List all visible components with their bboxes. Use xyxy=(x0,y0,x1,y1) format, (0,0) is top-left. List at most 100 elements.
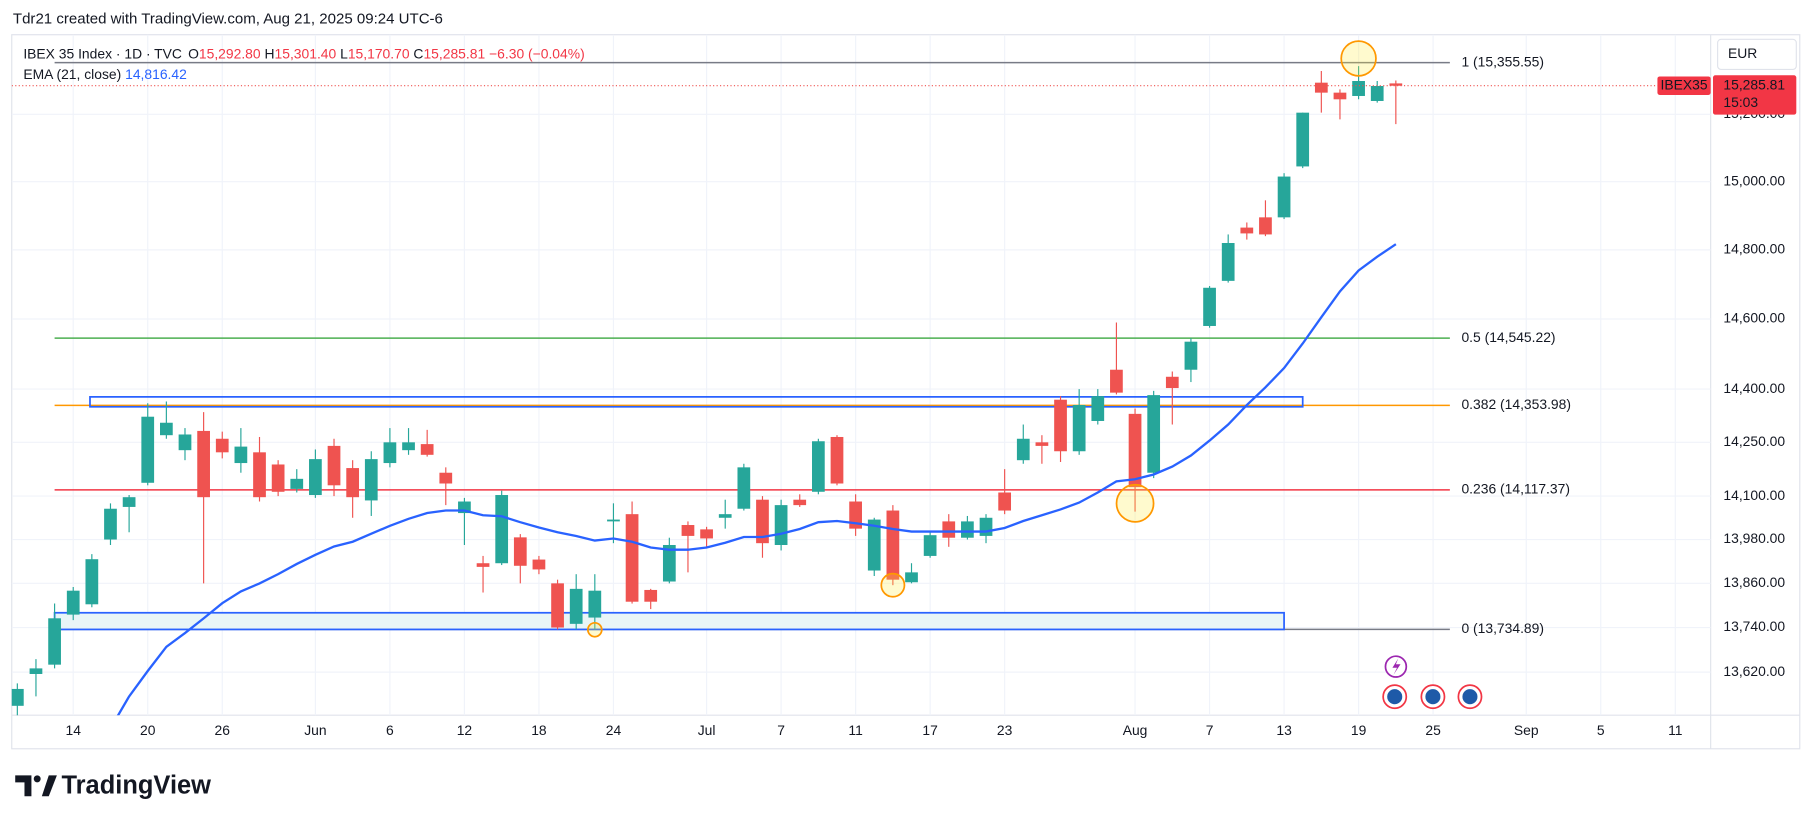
candle-body xyxy=(327,445,341,486)
candle-body xyxy=(867,519,881,571)
candle-body xyxy=(85,559,99,605)
candle-body xyxy=(681,525,695,536)
marker xyxy=(880,572,906,598)
candle-body xyxy=(1296,112,1310,167)
candle-body xyxy=(551,583,564,628)
candle-body xyxy=(774,505,788,545)
y-tick-label: 13,980.00 xyxy=(1723,530,1785,546)
candle-body xyxy=(811,441,825,492)
candle-body xyxy=(905,572,918,583)
candle-body xyxy=(1352,81,1365,96)
candle-body xyxy=(607,519,620,522)
candle-body xyxy=(1072,405,1086,452)
legend-symbol: IBEX 35 Index · 1D · TVC xyxy=(23,45,182,61)
ema-line xyxy=(116,243,1397,716)
candle-body xyxy=(961,521,974,538)
fib-label: 0 (13,734.89) xyxy=(1461,620,1544,636)
candle-body xyxy=(793,499,807,506)
candle-body xyxy=(1259,217,1272,235)
candle-body xyxy=(420,444,434,455)
candle-body xyxy=(290,478,304,489)
currency: EUR xyxy=(1728,45,1757,61)
ema-value: 14,816.42 xyxy=(125,66,187,82)
candle-body xyxy=(11,688,24,706)
fib-label: 0.382 (14,353.98) xyxy=(1461,396,1571,412)
y-tick-label: 15,000.00 xyxy=(1723,172,1785,188)
candle-body xyxy=(1128,413,1142,488)
candle-body xyxy=(718,514,732,518)
x-tick-label: 14 xyxy=(66,722,82,738)
x-tick-label: 25 xyxy=(1425,722,1441,738)
candle-body xyxy=(1184,341,1198,370)
price-tag-countdown: 15:03 xyxy=(1723,94,1758,110)
legend-h-label: H xyxy=(264,45,274,61)
x-tick-label: 7 xyxy=(777,722,785,738)
candle-body xyxy=(178,434,192,451)
axes: 13,620.00 13,740.00 13,860.00 13,980.00 14,1… xyxy=(66,75,1797,738)
candle-body xyxy=(1203,287,1216,326)
candle-body xyxy=(942,521,956,538)
price-tag-text: 15,285.81 xyxy=(1723,76,1785,92)
candle-body xyxy=(234,446,248,464)
currency-box[interactable] xyxy=(1717,38,1797,71)
marker xyxy=(1115,483,1155,523)
candle-body xyxy=(383,442,397,464)
candle-body xyxy=(476,563,490,567)
candle-body xyxy=(309,459,322,496)
logo-dot xyxy=(33,775,41,783)
x-tick-label: Jul xyxy=(698,722,716,738)
y-tick-label: 13,860.00 xyxy=(1723,574,1785,590)
x-tick-label: 13 xyxy=(1276,722,1292,738)
x-tick-label: 17 xyxy=(922,722,938,738)
candle-body xyxy=(1091,396,1105,421)
candle-body xyxy=(215,438,229,453)
overlay xyxy=(11,40,1711,716)
symbol-tag-text: IBEX35 xyxy=(1661,76,1708,92)
candle-body xyxy=(1016,438,1030,461)
footer-logo xyxy=(15,775,57,797)
x-tick-label: 20 xyxy=(140,722,156,738)
x-tick-label: Jun xyxy=(304,722,326,738)
footer-brand: TradingView xyxy=(62,772,212,800)
symbol-tag xyxy=(1657,76,1711,95)
x-tick-label: Sep xyxy=(1514,722,1539,738)
flag xyxy=(1425,689,1441,705)
candle-body xyxy=(1370,85,1384,101)
legend-h: 15,301.40 xyxy=(275,45,337,61)
candle-body xyxy=(886,510,900,580)
fib-label: 1 (15,355.55) xyxy=(1461,53,1544,69)
y-tick-label: 14,250.00 xyxy=(1723,433,1785,449)
candle-body xyxy=(662,544,676,582)
candle-body xyxy=(1054,399,1067,452)
event-icons xyxy=(1382,655,1483,710)
legend-c-label: C xyxy=(413,45,423,61)
marker xyxy=(587,621,603,638)
x-tick-label: 5 xyxy=(1597,722,1605,738)
logo-t xyxy=(15,775,32,797)
x-tick-label: 18 xyxy=(531,722,547,738)
x-tick-label: 23 xyxy=(997,722,1013,738)
ema-legend: EMA (21, close) 14,816.42 xyxy=(23,66,187,82)
candle-body xyxy=(644,589,658,602)
y-tick-label: 14,600.00 xyxy=(1723,310,1785,326)
candle-body xyxy=(364,459,378,501)
candle-body xyxy=(532,559,546,570)
legend-l: 15,170.70 xyxy=(348,45,410,61)
candle-body xyxy=(253,452,266,498)
candle-body xyxy=(402,442,415,451)
candle-body xyxy=(1147,395,1161,473)
ema-name: EMA (21, close) xyxy=(23,66,121,82)
candle-body xyxy=(625,514,639,602)
candle-body xyxy=(197,430,210,498)
candle-body xyxy=(29,668,43,674)
candle-body xyxy=(513,537,527,566)
candle-body xyxy=(1035,442,1049,446)
legend-line: IBEX 35 Index · 1D · TVC O15,292.80 H15,… xyxy=(23,45,584,61)
y-tick-label: 13,620.00 xyxy=(1723,663,1785,679)
candle-body xyxy=(569,588,583,624)
legend-l-label: L xyxy=(340,45,348,61)
zone xyxy=(89,396,1304,408)
credit: Tdr21 created with TradingView.com, Aug … xyxy=(13,11,443,28)
